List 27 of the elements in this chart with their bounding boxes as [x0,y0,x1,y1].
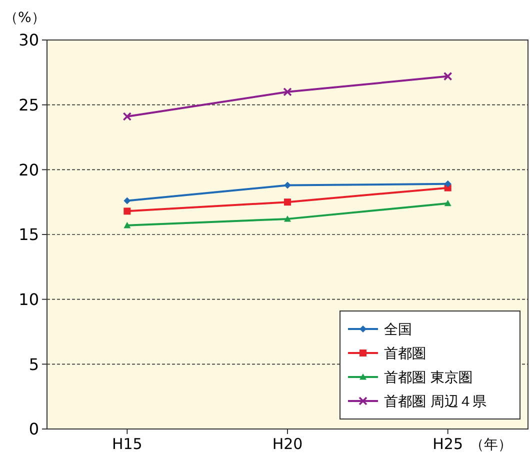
point [284,215,291,222]
legend-label: 首都圏 [384,346,426,362]
y-tick-label: 15 [18,225,39,244]
x-tick-label: H15 [112,435,142,453]
legend-label: 全国 [384,322,412,338]
legend-label: 首都圏 東京圏 [384,370,472,386]
point [284,198,291,206]
y-tick-label: 5 [28,354,39,374]
y-tick-label: 20 [18,160,39,180]
y-tick-label: 10 [18,290,39,309]
point [284,182,291,189]
y-axis-title: （%） [4,10,46,26]
y-tick-label: 30 [18,30,39,50]
point [122,112,132,121]
x-axis-title: （年） [470,437,512,453]
y-tick-label: 25 [18,95,39,114]
point [444,180,452,188]
point [124,222,131,228]
x-tick-label: H25 [432,435,464,453]
point [443,72,452,81]
point [124,197,131,204]
legend-label: 首都圏 周辺４県 [384,394,486,410]
x-tick-label: H20 [272,435,303,453]
point [444,200,452,206]
point [283,87,292,96]
point [124,208,131,215]
y-tick-label: 0 [28,420,39,439]
